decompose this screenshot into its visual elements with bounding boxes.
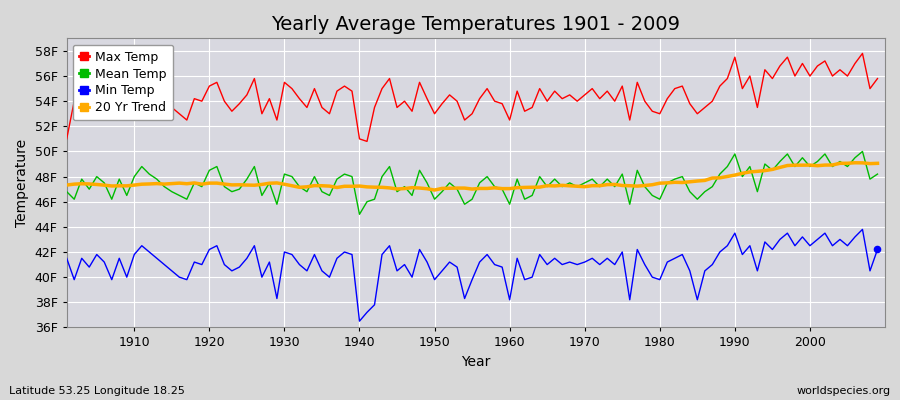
Point xyxy=(870,246,885,253)
Text: worldspecies.org: worldspecies.org xyxy=(796,386,891,396)
Text: Latitude 53.25 Longitude 18.25: Latitude 53.25 Longitude 18.25 xyxy=(9,386,184,396)
Legend: Max Temp, Mean Temp, Min Temp, 20 Yr Trend: Max Temp, Mean Temp, Min Temp, 20 Yr Tre… xyxy=(73,44,173,120)
Title: Yearly Average Temperatures 1901 - 2009: Yearly Average Temperatures 1901 - 2009 xyxy=(272,15,680,34)
X-axis label: Year: Year xyxy=(461,355,491,369)
Y-axis label: Temperature: Temperature xyxy=(15,139,29,227)
